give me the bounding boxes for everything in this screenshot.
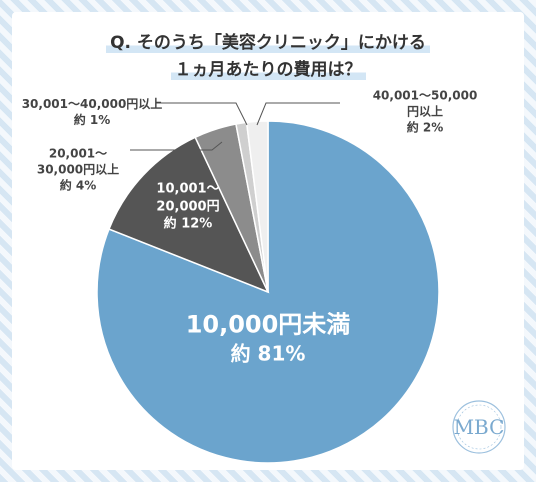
category-label: 20,001～ 30,000円以上 (36, 146, 120, 177)
pie-slice (108, 136, 270, 294)
value-label: 約 1% (73, 113, 111, 127)
leader-lines (130, 102, 340, 151)
value-label: 約 12% (163, 216, 213, 232)
leader-line (156, 102, 248, 126)
category-label: 40,001～50,000円以上 (372, 88, 478, 119)
slice-label: 10,000円未満約 81% (186, 308, 351, 367)
leader-line (130, 141, 223, 151)
value-label: 約 81% (230, 341, 306, 366)
leader-line (256, 102, 340, 126)
category-label: 30,001～40,000円以上 (21, 96, 163, 111)
value-label: 約 2% (406, 121, 444, 136)
slice-label: 40,001～50,000円以上約 2% (370, 88, 481, 137)
category-label: 10,000円未満 (185, 310, 351, 339)
logo-badge (452, 400, 506, 454)
logo: MBC (453, 415, 505, 439)
pie-slice (96, 120, 440, 464)
slice-label: 30,001～40,000円以上約 1% (22, 96, 163, 128)
pie-slice (245, 120, 269, 293)
category-label: 10,001～ 20,000円 (156, 181, 220, 215)
slice-label: 10,001～ 20,000円約 12% (156, 181, 219, 234)
chart-title: Q. そのうち「美容クリニック」にかける １ヵ月あたりの費用は？ (0, 30, 536, 84)
value-label: 約 4% (59, 179, 97, 194)
pie (96, 120, 440, 464)
slice-label: 20,001～ 30,000円以上約 4% (37, 146, 119, 195)
